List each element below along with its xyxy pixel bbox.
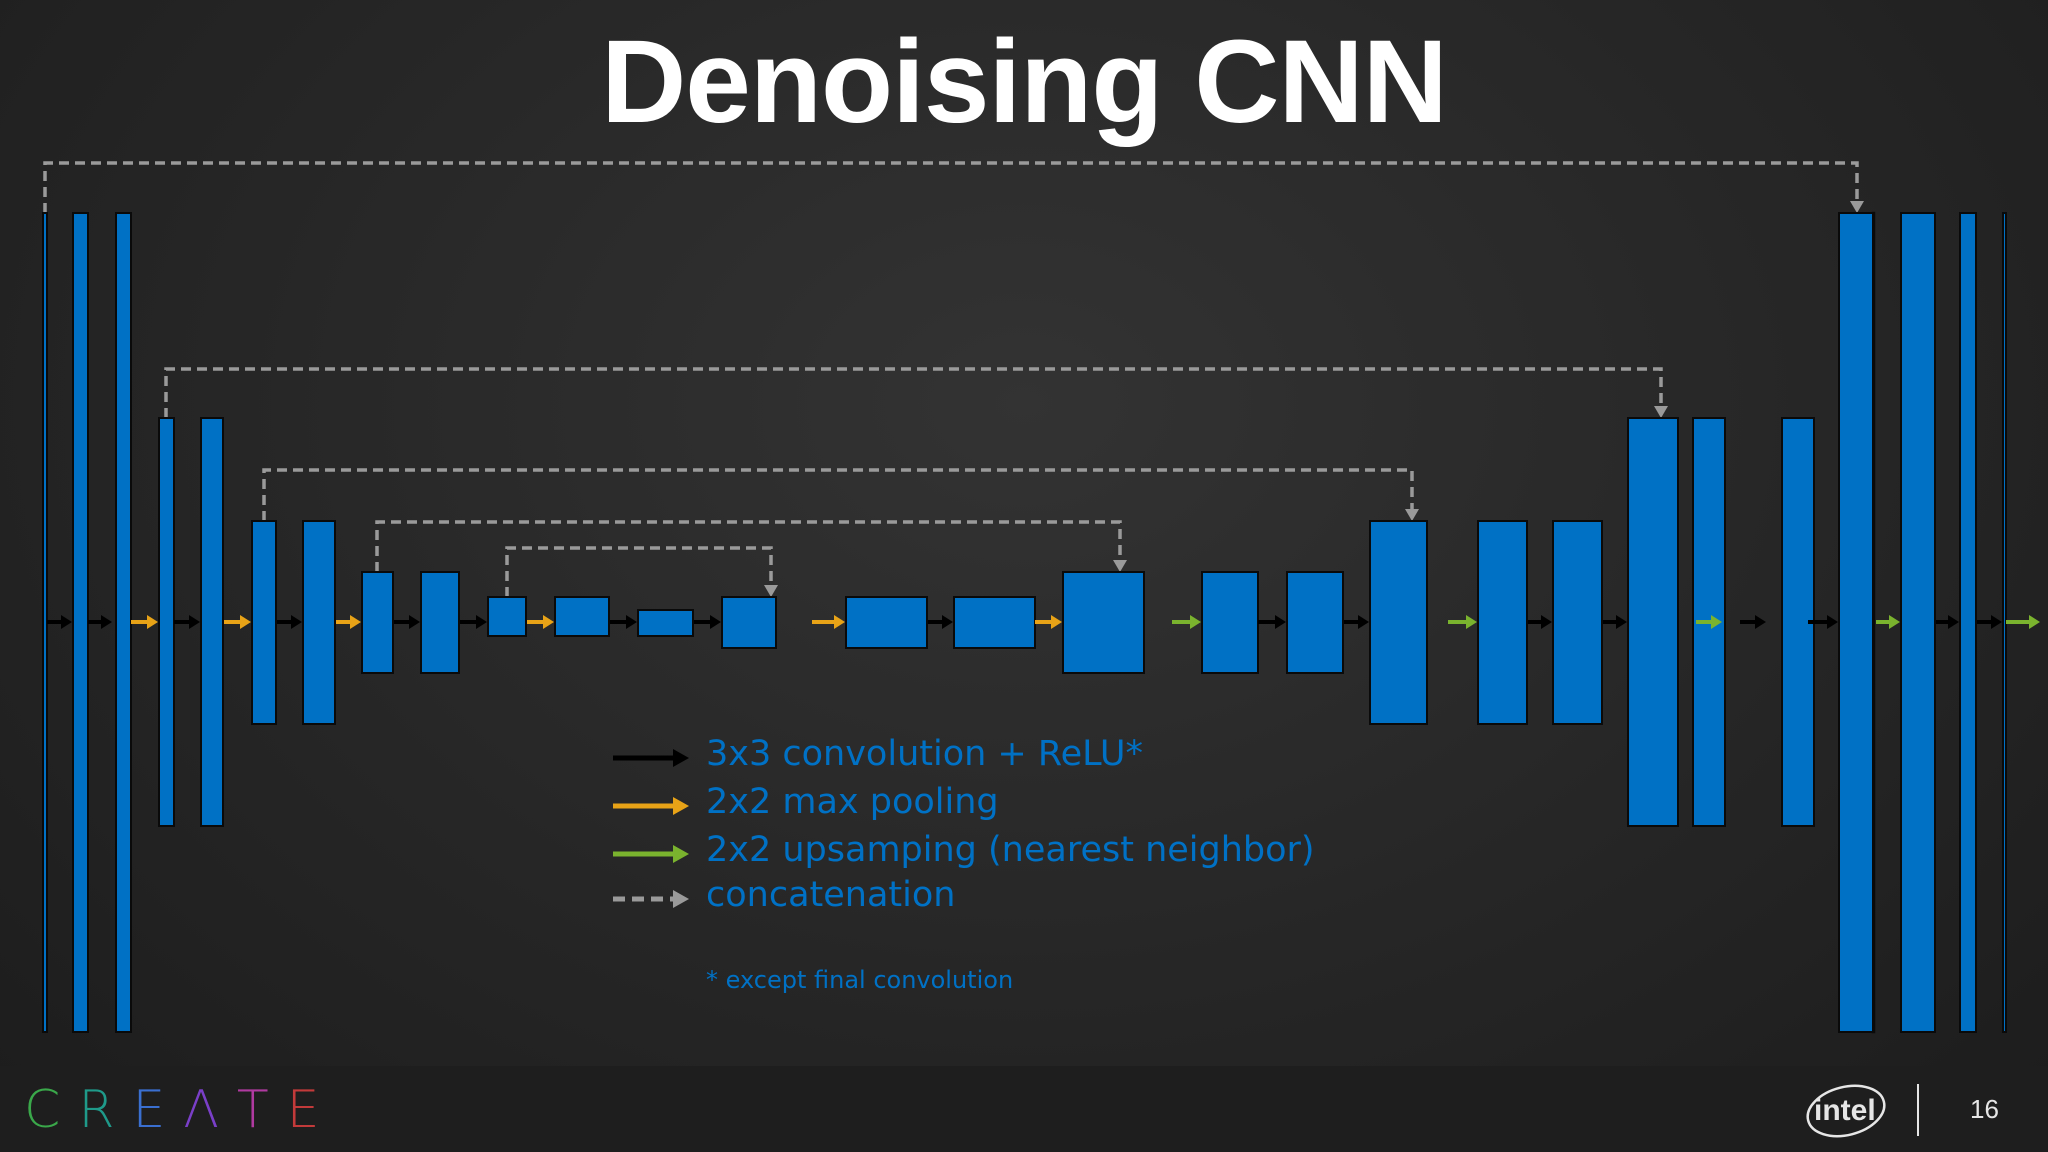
footer-bar bbox=[0, 1066, 2048, 1152]
page-number: 16 bbox=[1970, 1094, 1999, 1124]
layer-3 bbox=[158, 417, 175, 827]
concat-line-1 bbox=[164, 367, 1663, 418]
layer-12 bbox=[721, 596, 777, 649]
flow-arrow-head-11 bbox=[710, 615, 721, 629]
concatenation-lines bbox=[43, 161, 1864, 597]
flow-arrow-head-0 bbox=[61, 615, 72, 629]
flow-arrow-head-22 bbox=[1755, 615, 1766, 629]
concat-line-0 bbox=[43, 161, 1859, 213]
flow-arrow-head-25 bbox=[1948, 615, 1959, 629]
flow-arrow-head-5 bbox=[291, 615, 302, 629]
flow-arrow-head-6 bbox=[350, 615, 361, 629]
flow-arrow-head-9 bbox=[543, 615, 554, 629]
intel-logo-swoosh bbox=[1806, 1084, 1886, 1138]
layer-26 bbox=[1959, 212, 1977, 1033]
layer-19 bbox=[1477, 520, 1528, 725]
flow-arrow-head-2 bbox=[147, 615, 158, 629]
concat-arrowhead-1 bbox=[1654, 406, 1668, 418]
layer-9 bbox=[487, 596, 527, 637]
layer-5 bbox=[251, 520, 277, 725]
legend-label-0: 3x3 convolution + ReLU* bbox=[706, 734, 1144, 774]
layer-0 bbox=[42, 212, 48, 1033]
layer-11 bbox=[637, 609, 694, 637]
concat-arrowhead-2 bbox=[1405, 509, 1419, 521]
legend-arrow-head-0 bbox=[673, 749, 689, 767]
network-layers bbox=[42, 211, 2007, 1034]
unet-diagram bbox=[42, 161, 2040, 1034]
flow-arrow-head-26 bbox=[1991, 615, 2002, 629]
concat-line-3 bbox=[375, 520, 1122, 572]
layer-17 bbox=[1286, 571, 1344, 674]
concat-line-4 bbox=[505, 546, 773, 597]
flow-arrow-head-23 bbox=[1827, 615, 1838, 629]
flow-arrow-head-16 bbox=[1275, 615, 1286, 629]
concat-arrowhead-3 bbox=[1113, 560, 1127, 572]
layer-10 bbox=[554, 596, 610, 637]
flow-arrow-head-13 bbox=[942, 615, 953, 629]
footnote: * except final convolution bbox=[706, 966, 1014, 994]
footer-divider bbox=[1917, 1084, 1919, 1136]
legend-label-3: concatenation bbox=[706, 875, 956, 915]
flow-arrow-head-18 bbox=[1466, 615, 1477, 629]
layer-7 bbox=[361, 571, 394, 674]
legend-arrow-head-3 bbox=[673, 890, 689, 908]
flow-arrow-head-24 bbox=[1889, 615, 1900, 629]
flow-arrow-head-27 bbox=[2029, 615, 2040, 629]
create-logo-letter-4: T bbox=[236, 1080, 287, 1140]
layer-14 bbox=[953, 596, 1036, 649]
intel-logo: intel bbox=[1806, 1084, 1886, 1138]
flow-arrow-head-8 bbox=[476, 615, 487, 629]
flow-arrow-head-3 bbox=[189, 615, 200, 629]
flow-arrow-head-19 bbox=[1541, 615, 1552, 629]
legend-label-1: 2x2 max pooling bbox=[706, 782, 999, 822]
intel-logo-text: intel bbox=[1814, 1094, 1876, 1127]
legend-arrows bbox=[613, 749, 689, 908]
flow-arrow-head-1 bbox=[101, 615, 112, 629]
flow-arrow-head-7 bbox=[409, 615, 420, 629]
create-logo-letter-0: C bbox=[24, 1080, 79, 1140]
create-logo: CREΛTE bbox=[24, 1080, 338, 1140]
layer-27 bbox=[2002, 212, 2007, 1033]
layer-25 bbox=[1900, 212, 1936, 1033]
slide-title: Denoising CNN bbox=[601, 16, 1448, 148]
create-logo-letter-2: E bbox=[132, 1080, 184, 1140]
flow-arrow-head-14 bbox=[1051, 615, 1062, 629]
layer-20 bbox=[1552, 520, 1603, 725]
flow-arrow-head-4 bbox=[240, 615, 251, 629]
flow-arrows bbox=[47, 615, 2040, 629]
legend-label-2: 2x2 upsamping (nearest neighbor) bbox=[706, 830, 1315, 870]
flow-arrow-head-15 bbox=[1190, 615, 1201, 629]
legend-arrow-head-2 bbox=[673, 845, 689, 863]
concat-line-2 bbox=[262, 468, 1414, 521]
create-logo-letter-1: R bbox=[78, 1080, 133, 1140]
legend-arrow-head-1 bbox=[673, 797, 689, 815]
flow-arrow-head-21 bbox=[1711, 615, 1722, 629]
flow-arrow-head-17 bbox=[1358, 615, 1369, 629]
layer-8 bbox=[420, 571, 460, 674]
layer-18 bbox=[1369, 520, 1428, 725]
concat-arrowhead-4 bbox=[764, 585, 778, 597]
concat-arrowhead-0 bbox=[1850, 201, 1864, 213]
layer-2 bbox=[115, 212, 132, 1033]
create-logo-letter-5: E bbox=[286, 1080, 338, 1140]
layer-24 bbox=[1838, 212, 1874, 1033]
layer-1 bbox=[72, 212, 89, 1033]
flow-arrow-head-12 bbox=[834, 615, 845, 629]
flow-arrow-head-20 bbox=[1616, 615, 1627, 629]
layer-6 bbox=[302, 520, 336, 725]
layer-21 bbox=[1627, 417, 1679, 827]
flow-arrow-head-10 bbox=[626, 615, 637, 629]
create-logo-letter-3: Λ bbox=[183, 1080, 237, 1140]
layer-15 bbox=[1062, 571, 1145, 674]
layer-4 bbox=[200, 417, 224, 827]
layer-13 bbox=[845, 596, 928, 649]
layer-16 bbox=[1201, 571, 1259, 674]
